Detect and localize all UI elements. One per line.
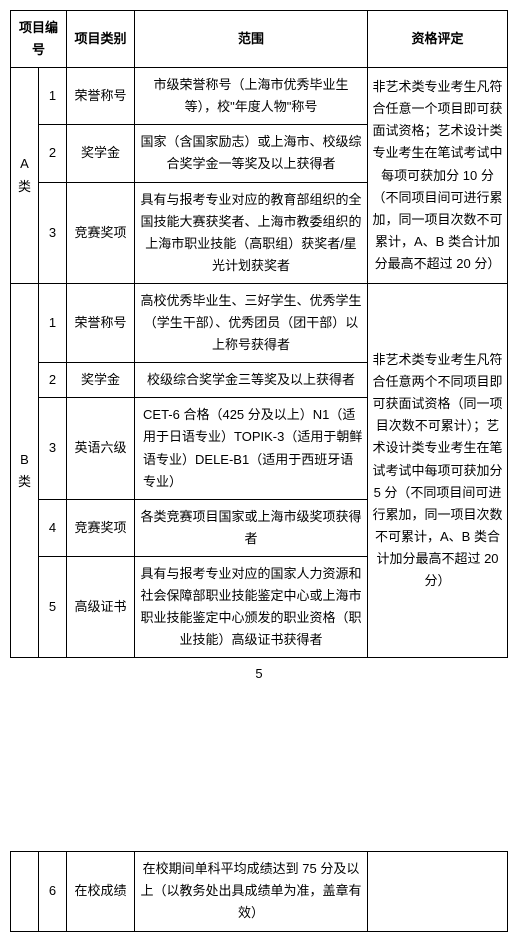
header-row: 项目编号 项目类别 范围 资格评定 bbox=[11, 11, 508, 68]
row-num: 1 bbox=[39, 283, 67, 362]
row-cat: 英语六级 bbox=[67, 398, 135, 499]
header-id: 项目编号 bbox=[11, 11, 67, 68]
page-number: 5 bbox=[10, 666, 508, 681]
row-cat: 荣誉称号 bbox=[67, 68, 135, 125]
row-range: 国家（含国家励志）或上海市、校级综合奖学金一等奖及以上获得者 bbox=[135, 125, 368, 182]
extra-table: 6 在校成绩 在校期间单科平均成绩达到 75 分及以上（以教务处出具成绩单为准，… bbox=[10, 851, 508, 931]
main-table: 项目编号 项目类别 范围 资格评定 A类 1 荣誉称号 市级荣誉称号（上海市优秀… bbox=[10, 10, 508, 658]
row-num: 5 bbox=[39, 556, 67, 657]
row-num: 6 bbox=[39, 852, 67, 931]
row-num: 2 bbox=[39, 125, 67, 182]
row-range: 校级综合奖学金三等奖及以上获得者 bbox=[135, 363, 368, 398]
row-num: 4 bbox=[39, 499, 67, 556]
header-cat: 项目类别 bbox=[67, 11, 135, 68]
row-cat: 竞赛奖项 bbox=[67, 182, 135, 283]
row-cat: 奖学金 bbox=[67, 363, 135, 398]
row-range: 在校期间单科平均成绩达到 75 分及以上（以教务处出具成绩单为准，盖章有效） bbox=[135, 852, 368, 931]
empty-cell bbox=[11, 852, 39, 931]
header-qual: 资格评定 bbox=[368, 11, 508, 68]
row-cat: 奖学金 bbox=[67, 125, 135, 182]
row-range: CET-6 合格（425 分及以上）N1（适用于日语专业）TOPIK-3（适用于… bbox=[135, 398, 368, 499]
row-range: 各类竞赛项目国家或上海市级奖项获得者 bbox=[135, 499, 368, 556]
group-a-qual: 非艺术类专业考生凡符合任意一个项目即可获面试资格；艺术设计类专业考生在笔试考试中… bbox=[368, 68, 508, 284]
empty-cell bbox=[368, 852, 508, 931]
table-row: 6 在校成绩 在校期间单科平均成绩达到 75 分及以上（以教务处出具成绩单为准，… bbox=[11, 852, 508, 931]
group-a-label: A类 bbox=[11, 68, 39, 284]
header-range: 范围 bbox=[135, 11, 368, 68]
row-num: 1 bbox=[39, 68, 67, 125]
row-range: 市级荣誉称号（上海市优秀毕业生等），校"年度人物"称号 bbox=[135, 68, 368, 125]
page-gap bbox=[10, 711, 508, 851]
row-cat: 竞赛奖项 bbox=[67, 499, 135, 556]
row-cat: 在校成绩 bbox=[67, 852, 135, 931]
row-num: 3 bbox=[39, 182, 67, 283]
row-range: 具有与报考专业对应的国家人力资源和社会保障部职业技能鉴定中心或上海市职业技能鉴定… bbox=[135, 556, 368, 657]
row-num: 2 bbox=[39, 363, 67, 398]
row-num: 3 bbox=[39, 398, 67, 499]
table-row: A类 1 荣誉称号 市级荣誉称号（上海市优秀毕业生等），校"年度人物"称号 非艺… bbox=[11, 68, 508, 125]
row-cat: 荣誉称号 bbox=[67, 283, 135, 362]
group-b-label: B类 bbox=[11, 283, 39, 657]
group-b-qual: 非艺术类专业考生凡符合任意两个不同项目即可获面试资格（同一项目次数不可累计）；艺… bbox=[368, 283, 508, 657]
row-range: 具有与报考专业对应的教育部组织的全国技能大赛获奖者、上海市教委组织的上海市职业技… bbox=[135, 182, 368, 283]
row-range: 高校优秀毕业生、三好学生、优秀学生（学生干部）、优秀团员（团干部）以上称号获得者 bbox=[135, 283, 368, 362]
table-row: B类 1 荣誉称号 高校优秀毕业生、三好学生、优秀学生（学生干部）、优秀团员（团… bbox=[11, 283, 508, 362]
row-cat: 高级证书 bbox=[67, 556, 135, 657]
